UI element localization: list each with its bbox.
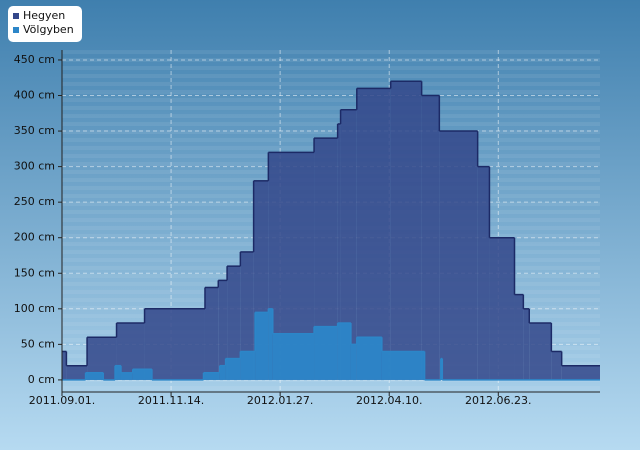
area-segment [561,365,600,380]
area-segment [66,365,88,380]
legend-box [8,6,82,42]
y-tick-label: 400 cm [14,89,55,102]
y-tick-label: 350 cm [14,124,55,137]
area-segment [132,369,152,380]
plot-stripe [62,82,600,86]
area-segment [218,280,228,380]
legend-label: Völgyben [23,23,74,36]
plot-stripe [62,90,600,94]
legend-label: Hegyen [23,9,65,22]
plot-stripe [62,66,600,70]
area-segment [203,372,220,380]
area-segment [240,251,254,380]
area-segment [529,323,552,380]
area-segment [381,351,425,380]
y-tick-label: 200 cm [14,231,55,244]
area-segment [421,95,440,380]
x-tick-label: 2011.09.01. [29,394,95,407]
plot-stripe [62,50,600,54]
x-tick-label: 2012.01.27. [247,394,313,407]
area-segment [85,372,104,380]
area-segment [551,351,562,380]
x-tick-label: 2012.04.10. [356,394,422,407]
area-segment [120,372,133,380]
area-segment [144,308,205,380]
plot-stripe [62,106,600,110]
legend-swatch [13,27,19,33]
area-segment [439,131,478,380]
area-segment [477,166,490,380]
area-segment [337,123,341,380]
plot-stripe [62,98,600,102]
area-segment [390,81,422,380]
x-tick-label: 2011.11.14. [138,394,204,407]
area-segment [255,312,269,380]
area-segment [227,266,241,380]
area-segment [356,337,382,380]
plot-stripe [62,130,600,134]
area-segment [219,365,226,380]
area-segment [356,88,391,380]
plot-stripe [62,386,600,390]
area-segment [514,294,524,380]
area-segment [268,308,273,380]
y-tick-label: 450 cm [14,53,55,66]
y-tick-label: 150 cm [14,266,55,279]
area-segment [62,351,67,380]
y-tick-label: 0 cm [28,373,55,386]
y-tick-label: 100 cm [14,302,55,315]
area-segment [340,109,357,380]
area-segment [272,333,315,380]
plot-stripe [62,122,600,126]
area-segment [314,138,338,380]
area-segment [523,308,530,380]
area-segment [350,344,357,380]
area-segment [489,237,515,380]
y-tick-label: 250 cm [14,195,55,208]
area-segment [314,326,338,380]
area-segment [204,287,219,380]
area-segment [240,351,256,380]
area-segment [115,365,121,380]
area-segment [337,323,351,380]
legend-swatch [13,13,19,19]
plot-stripe [62,74,600,78]
x-tick-label: 2012.06.23. [465,394,531,407]
plot-stripe [62,114,600,118]
y-tick-label: 50 cm [21,337,55,350]
area-segment [225,358,241,380]
y-tick-label: 300 cm [14,160,55,173]
